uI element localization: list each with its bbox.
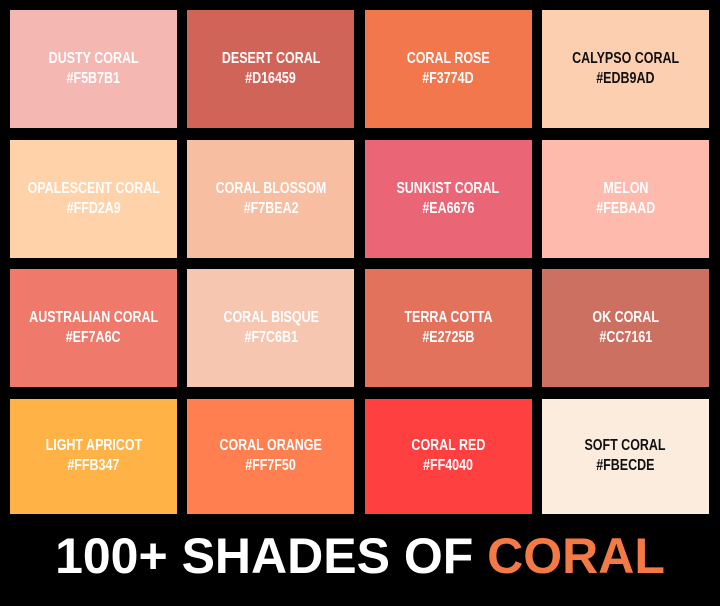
swatch-hex: #CC7161 — [599, 329, 652, 346]
swatch-name: LIGHT APRICOT — [45, 437, 142, 454]
color-swatch: DESERT CORAL #D16459 — [187, 10, 355, 128]
swatch-hex: #FFB347 — [67, 457, 120, 474]
swatch-hex: #F7C6B1 — [244, 329, 298, 346]
color-swatch: CORAL ORANGE #FF7F50 — [187, 398, 355, 514]
swatch-hex: #FBECDE — [596, 457, 655, 474]
swatch-name: CORAL BISQUE — [223, 309, 319, 326]
color-swatch: CORAL RED #FF4040 — [364, 398, 532, 514]
swatch-hex: #EF7A6C — [66, 329, 121, 346]
color-swatch: MELON #FEBAAD — [541, 139, 709, 258]
color-swatch: CORAL ROSE #F3774D — [364, 10, 532, 128]
swatch-name: CORAL ROSE — [406, 50, 490, 67]
swatch-name: MELON — [602, 179, 648, 197]
swatch-hex: #FF7F50 — [245, 457, 297, 474]
swatch-hex: #E2725B — [422, 329, 475, 346]
color-swatch: OK CORAL #CC7161 — [541, 269, 709, 387]
swatch-name: CALYPSO CORAL — [571, 50, 679, 67]
page-title: 100+ SHADES OF CORAL — [0, 526, 720, 586]
color-swatch: DUSTY CORAL #F5B7B1 — [10, 10, 177, 128]
swatch-hex: #FFD2A9 — [66, 199, 121, 217]
swatch-grid: DUSTY CORAL #F5B7B1 DESERT CORAL #D16459 COR… — [10, 10, 709, 515]
color-swatch: SUNKIST CORAL #EA6676 — [364, 139, 532, 258]
swatch-hex: #EDB9AD — [596, 70, 655, 87]
swatch-name: CORAL RED — [411, 437, 486, 454]
swatch-hex: #F7BEA2 — [243, 199, 299, 217]
color-swatch: OPALESCENT CORAL #FFD2A9 — [10, 139, 177, 258]
color-swatch: SOFT CORAL #FBECDE — [541, 398, 709, 514]
color-swatch: CORAL BISQUE #F7C6B1 — [187, 269, 355, 387]
title-accent: CORAL — [487, 528, 665, 584]
swatch-name: TERRA COTTA — [404, 309, 493, 326]
swatch-name: SUNKIST CORAL — [396, 179, 500, 197]
color-swatch: TERRA COTTA #E2725B — [364, 269, 532, 387]
swatch-hex: #F3774D — [422, 70, 474, 87]
color-swatch: CALYPSO CORAL #EDB9AD — [541, 10, 709, 128]
swatch-name: OPALESCENT CORAL — [27, 179, 160, 197]
swatch-hex: #F5B7B1 — [66, 70, 121, 87]
title-prefix: 100+ SHADES OF — [55, 528, 488, 584]
swatch-hex: #FF4040 — [423, 457, 474, 474]
color-swatch: CORAL BLOSSOM #F7BEA2 — [187, 139, 355, 258]
swatch-name: CORAL ORANGE — [219, 437, 322, 454]
color-swatch: AUSTRALIAN CORAL #EF7A6C — [10, 269, 177, 387]
swatch-name: SOFT CORAL — [584, 437, 666, 454]
swatch-hex: #EA6676 — [422, 199, 475, 217]
swatch-name: OK CORAL — [592, 309, 659, 326]
color-swatch: LIGHT APRICOT #FFB347 — [10, 398, 177, 514]
swatch-name: AUSTRALIAN CORAL — [29, 309, 158, 326]
swatch-hex: #D16459 — [245, 70, 297, 87]
swatch-name: CORAL BLOSSOM — [215, 179, 327, 197]
swatch-name: DUSTY CORAL — [48, 50, 139, 67]
swatch-name: DESERT CORAL — [221, 50, 321, 67]
swatch-hex: #FEBAAD — [595, 199, 655, 217]
